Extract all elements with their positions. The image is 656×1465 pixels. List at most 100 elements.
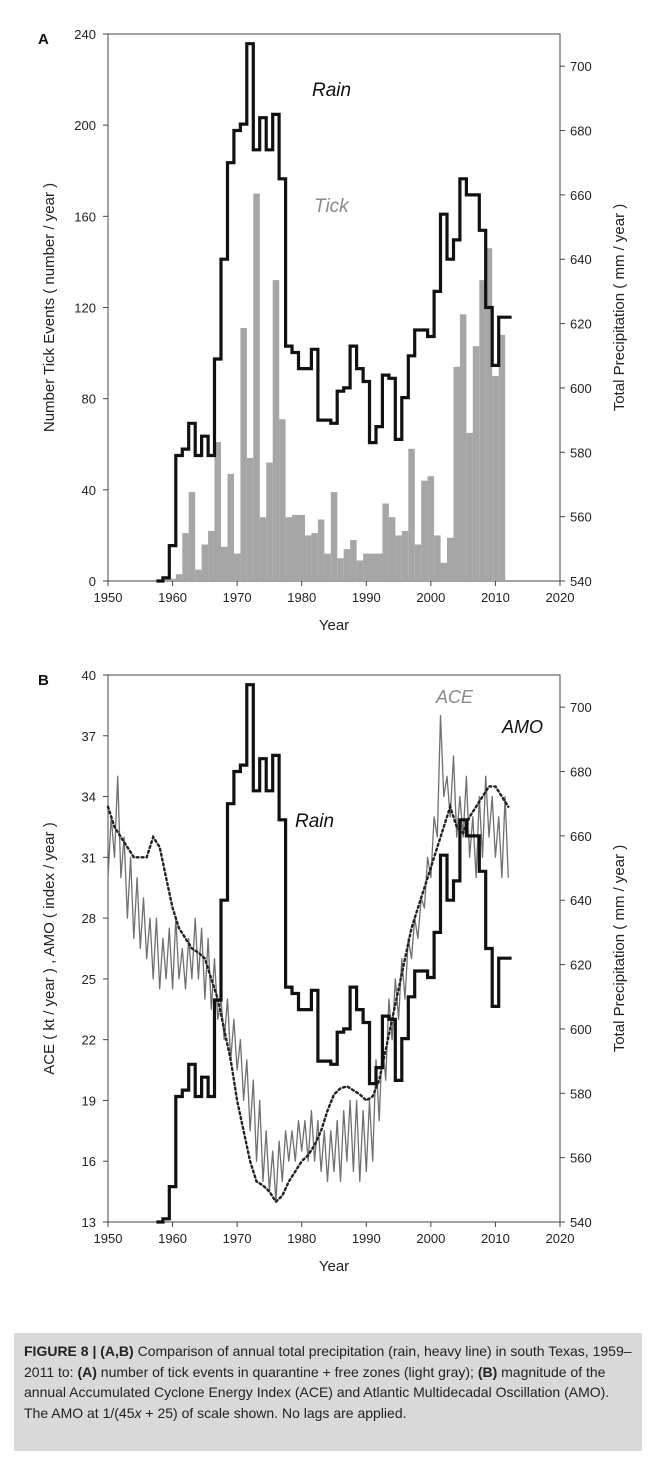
y-right-tick-label: 660 <box>570 829 592 844</box>
x-tick-label: 1990 <box>352 590 381 605</box>
y-right-tick-label: 540 <box>570 574 592 589</box>
tick-bar <box>240 328 247 581</box>
rain-annotation: Rain <box>312 80 351 101</box>
figure-caption: FIGURE 8 | (A,B) Comparison of annual to… <box>14 1333 642 1451</box>
caption-italic-x: x <box>134 1404 142 1421</box>
tick-bar <box>175 574 183 581</box>
tick-bar <box>356 560 364 581</box>
y-right-tick-label: 700 <box>570 700 592 715</box>
tick-bar <box>208 530 215 581</box>
panel-letter: B <box>38 672 49 689</box>
x-tick-label: 1970 <box>223 1231 252 1246</box>
amo-line <box>106 785 510 1204</box>
tick-bar <box>304 535 312 581</box>
caption-text-2: number of tick events in quarantine + fr… <box>96 1363 478 1380</box>
caption-bold-a: (A) <box>77 1363 97 1380</box>
x-tick-label: 2020 <box>546 590 575 605</box>
ace-annotation: ACE <box>435 687 474 707</box>
tick-bar <box>382 503 389 581</box>
y-right-tick-label: 680 <box>570 765 592 780</box>
y-left-tick-label: 40 <box>82 668 96 683</box>
y-axis-label-left: Number Tick Events ( number / year ) <box>41 183 58 432</box>
y-right-tick-label: 620 <box>570 958 592 973</box>
x-tick-label: 2010 <box>481 590 510 605</box>
y-left-tick-label: 240 <box>74 27 96 42</box>
y-axis-label-right: Total Precipitation ( mm / year ) <box>611 845 628 1053</box>
tick-bar <box>369 553 376 581</box>
tick-bar <box>472 346 480 581</box>
tick-bar <box>266 462 273 581</box>
y-right-tick-label: 660 <box>570 188 592 203</box>
y-right-tick-label: 620 <box>570 317 592 332</box>
ace-line <box>107 714 509 1203</box>
y-right-tick-label: 560 <box>570 1151 592 1166</box>
tick-bar <box>498 334 506 581</box>
tick-bar <box>227 473 234 581</box>
rain-line <box>156 42 512 583</box>
chart-panel-a: 1950 1960 1970 1980 1990 2000 2010 2020 0 40 80 120… <box>38 27 628 634</box>
x-tick-label: 1950 <box>94 590 123 605</box>
tick-bar <box>363 553 370 581</box>
x-tick-label: 1980 <box>287 590 316 605</box>
y-left-tick-label: 34 <box>82 790 96 805</box>
caption-text-4: + 25) of scale shown. No lags are applie… <box>141 1404 407 1421</box>
tick-bar <box>233 553 241 581</box>
y-left-tick-label: 22 <box>82 1033 96 1048</box>
tick-bar <box>453 366 460 581</box>
y-left-tick-label: 19 <box>82 1093 96 1108</box>
tick-bar <box>492 375 499 581</box>
x-tick-label: 1980 <box>287 1231 316 1246</box>
tick-bar <box>350 540 357 581</box>
tick-bar <box>408 448 415 581</box>
caption-text-3: magnitude of the annual Accumulated Cycl… <box>24 1363 610 1421</box>
tick-bar <box>421 480 428 581</box>
tick-annotation: Tick <box>314 196 350 217</box>
y-right-tick-label: 540 <box>570 1215 592 1230</box>
tick-bar <box>246 457 254 581</box>
y-right-tick-label: 680 <box>570 124 592 139</box>
x-tick-label: 1990 <box>352 1231 381 1246</box>
caption-bold-b: (B) <box>477 1363 498 1380</box>
tick-bar <box>272 280 280 581</box>
rain-line <box>156 683 512 1224</box>
tick-bar <box>201 544 209 581</box>
tick-bar <box>427 476 435 581</box>
tick-bar <box>395 535 402 581</box>
panel-letter: A <box>38 31 49 48</box>
y-left-tick-label: 25 <box>82 972 96 987</box>
tick-bar <box>182 533 189 581</box>
x-axis-label: Year <box>319 617 349 634</box>
tick-bar <box>169 578 176 581</box>
y-right-tick-label: 580 <box>570 445 592 460</box>
y-left-tick-label: 31 <box>82 850 96 865</box>
tick-bar <box>259 517 267 581</box>
tick-bar <box>330 492 338 581</box>
amo-annotation: AMO <box>501 717 543 737</box>
tick-bar <box>414 544 422 581</box>
tick-bar <box>324 553 331 581</box>
tick-bar <box>376 553 383 581</box>
y-right-tick-label: 640 <box>570 252 592 267</box>
x-tick-label: 2000 <box>416 590 445 605</box>
y-left-tick-label: 37 <box>82 729 96 744</box>
tick-bar <box>195 569 202 581</box>
x-axis-label: Year <box>319 1258 349 1275</box>
tick-bar <box>388 517 396 581</box>
tick-bar <box>459 314 467 581</box>
tick-bar <box>447 537 454 581</box>
y-left-tick-label: 28 <box>82 911 96 926</box>
y-left-tick-label: 200 <box>74 118 96 133</box>
tick-bar <box>279 419 286 581</box>
x-tick-label: 1960 <box>158 590 187 605</box>
tick-bar <box>401 530 409 581</box>
y-left-tick-label: 13 <box>82 1215 96 1230</box>
x-tick-label: 2010 <box>481 1231 510 1246</box>
x-tick-label: 1970 <box>223 590 252 605</box>
chart-panel-b: 1950 1960 1970 1980 1990 2000 2010 2020 13 16 19 22… <box>38 668 628 1275</box>
y-right-tick-label: 600 <box>570 1022 592 1037</box>
tick-bar <box>479 280 486 581</box>
y-axis-label-right: Total Precipitation ( mm / year ) <box>611 204 628 412</box>
tick-bar <box>466 432 473 581</box>
tick-bar <box>292 514 299 581</box>
